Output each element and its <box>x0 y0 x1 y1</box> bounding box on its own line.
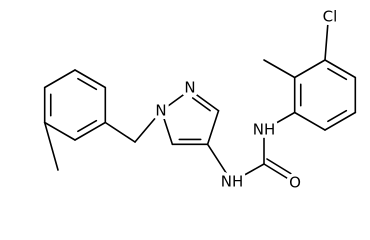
bond <box>43 121 59 171</box>
bond <box>324 59 357 79</box>
bond <box>104 121 136 143</box>
bond <box>327 109 348 123</box>
bond <box>189 89 220 112</box>
bond <box>263 59 296 79</box>
bond <box>191 97 211 112</box>
bond <box>263 111 296 131</box>
atom-label: NH <box>221 173 244 191</box>
bond <box>327 67 348 81</box>
atom-labels: Cl N N NH NH O <box>152 4 341 195</box>
atom-label: O <box>289 174 301 192</box>
bond <box>206 143 233 183</box>
bond <box>160 109 174 146</box>
bond <box>266 158 299 179</box>
atom-label: Cl <box>323 8 338 26</box>
bond <box>293 111 326 131</box>
bond <box>324 21 329 61</box>
bond <box>293 59 326 79</box>
bond <box>74 69 107 89</box>
bond <box>324 111 357 131</box>
bond <box>263 163 296 184</box>
bonds <box>43 21 357 184</box>
atom-label: NH <box>253 121 276 139</box>
bond <box>160 89 191 112</box>
bond <box>74 121 107 141</box>
molecule-diagram: Cl N N NH NH O <box>43 4 357 195</box>
bond <box>43 121 76 141</box>
bond <box>134 109 163 143</box>
bond <box>206 109 220 146</box>
bond <box>43 69 76 89</box>
bond <box>77 77 98 91</box>
bond <box>77 119 98 133</box>
atom-label: N <box>184 79 195 97</box>
bond <box>231 163 265 183</box>
atom-label: N <box>155 102 166 120</box>
